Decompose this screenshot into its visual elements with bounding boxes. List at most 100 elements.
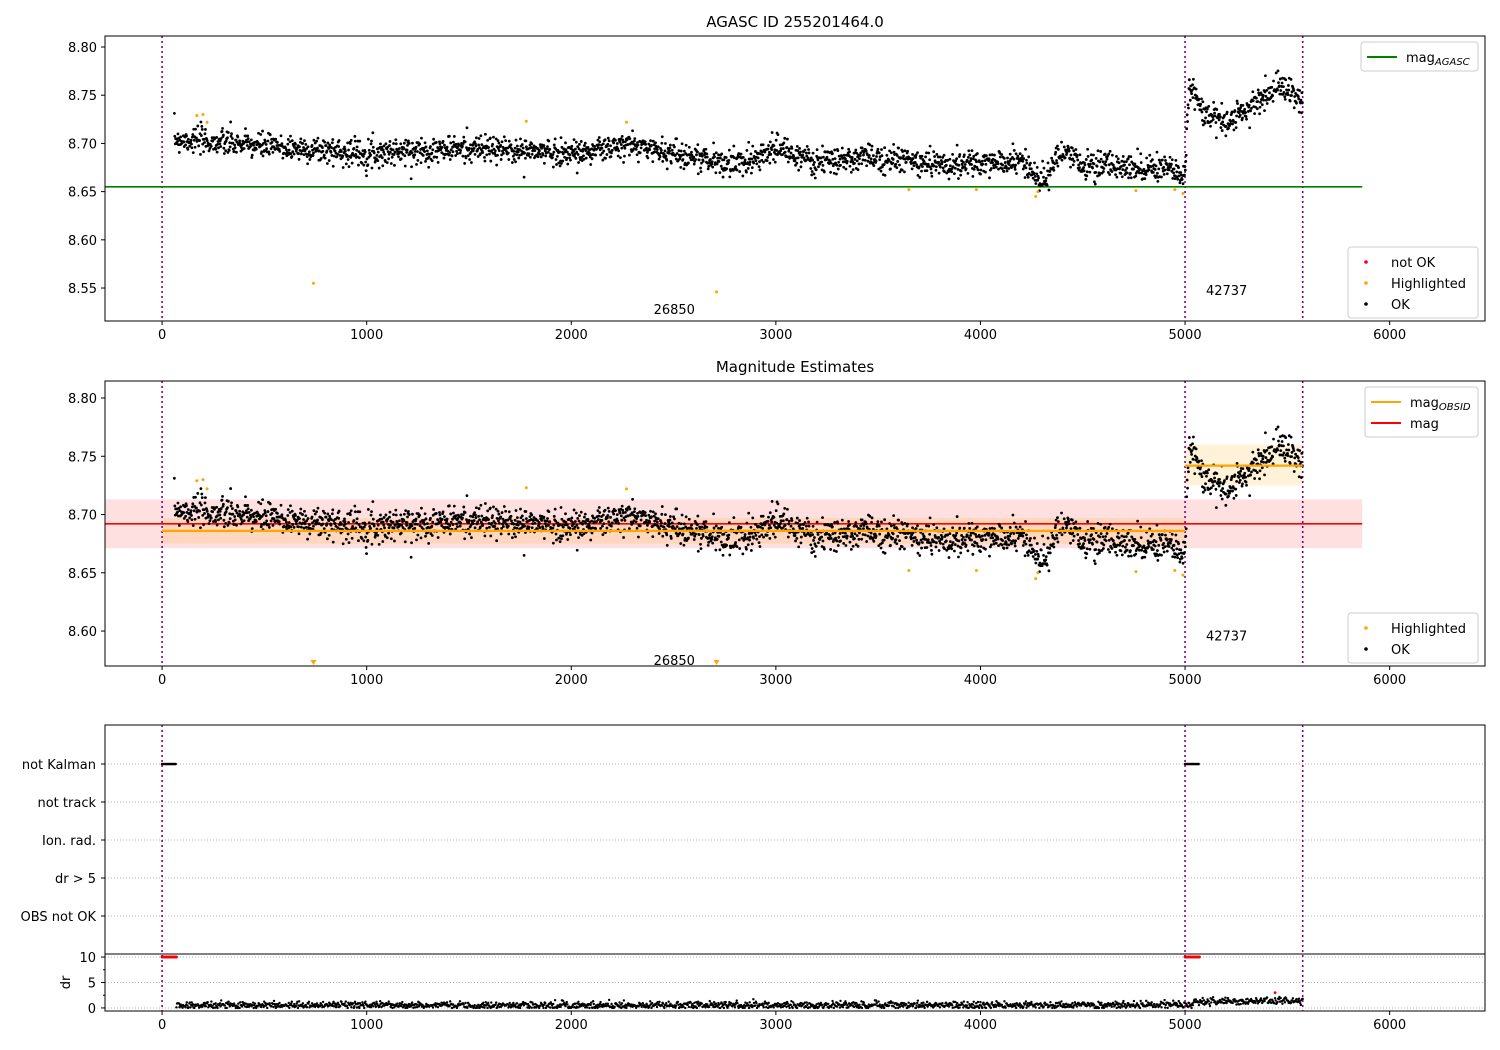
ok-point: [438, 142, 442, 146]
ok-point: [513, 518, 517, 522]
ok-point: [932, 164, 936, 168]
ok-point: [333, 149, 337, 153]
ok-point: [1293, 95, 1297, 98]
ok-point: [555, 163, 558, 166]
ok-point: [663, 522, 667, 525]
ok-point: [1285, 88, 1288, 92]
ok-point: [882, 163, 886, 166]
ok-point: [429, 516, 432, 520]
ok-point: [459, 149, 463, 152]
ok-point: [229, 134, 233, 138]
ok-point: [1255, 96, 1258, 100]
ok-point: [870, 144, 874, 148]
ok-point: [574, 520, 577, 523]
ok-point: [787, 519, 791, 523]
ok-point: [956, 168, 960, 171]
ok-point: [896, 160, 900, 163]
ok-point: [454, 142, 458, 146]
ok-point: [423, 150, 427, 153]
ok-point: [855, 534, 859, 538]
ok-point: [1129, 176, 1133, 180]
ok-point: [548, 147, 552, 151]
ok-point: [833, 521, 837, 524]
ok-point: [1108, 149, 1112, 153]
ok-point: [242, 147, 246, 150]
ok-point: [1144, 550, 1148, 554]
ok-point: [799, 150, 802, 154]
ok-point: [845, 536, 849, 540]
ok-point: [887, 533, 891, 537]
ok-point: [1171, 555, 1175, 559]
ok-point: [869, 531, 873, 535]
ok-point: [366, 538, 370, 542]
ok-point: [259, 133, 263, 136]
ok-point: [419, 161, 423, 165]
ok-point: [946, 158, 950, 162]
ok-point: [938, 155, 942, 159]
ok-point: [1265, 102, 1269, 105]
legend-point-swatch: [1364, 302, 1368, 306]
ok-point: [500, 527, 503, 530]
ok-point: [899, 156, 903, 160]
ok-point: [591, 153, 595, 156]
ok-point: [1107, 538, 1111, 542]
ok-point: [739, 152, 743, 156]
ok-point: [289, 525, 293, 529]
ok-point: [569, 533, 572, 537]
ok-point: [348, 513, 352, 517]
ok-point: [576, 526, 580, 530]
ok-point: [684, 143, 688, 147]
ok-point: [704, 147, 708, 151]
ok-point: [1084, 556, 1088, 560]
ok-point: [398, 147, 401, 150]
ok-point: [960, 534, 964, 537]
ok-point: [925, 151, 928, 155]
ok-point: [803, 148, 807, 152]
ok-point: [321, 509, 325, 513]
ok-point: [745, 170, 748, 174]
ok-point: [1190, 453, 1194, 456]
ok-point: [260, 523, 264, 527]
ok-point: [316, 136, 320, 140]
ok-point: [696, 143, 700, 147]
ok-point: [775, 521, 779, 525]
ok-point: [814, 544, 818, 548]
ok-point: [770, 520, 774, 524]
ok-point: [1016, 161, 1020, 165]
ok-point: [609, 155, 613, 158]
ok-point: [278, 149, 282, 153]
ok-point: [399, 157, 403, 161]
ok-point: [847, 147, 851, 151]
ok-point: [1183, 540, 1187, 544]
ok-point: [552, 143, 556, 147]
ok-point: [895, 542, 899, 546]
ok-point: [544, 154, 548, 158]
ok-point: [1003, 161, 1007, 164]
ok-point: [1165, 549, 1169, 553]
ok-point: [1088, 541, 1091, 544]
ok-point: [1200, 459, 1203, 463]
ok-point: [1024, 520, 1027, 523]
ok-point: [1262, 98, 1266, 102]
ok-point: [1056, 520, 1060, 524]
ok-point: [911, 526, 914, 530]
ok-point: [1089, 153, 1093, 157]
ok-point: [1029, 536, 1032, 540]
ok-point: [316, 518, 319, 522]
ok-point: [1215, 108, 1219, 111]
ok-point: [1045, 563, 1049, 567]
ok-point: [762, 535, 765, 539]
ok-point: [246, 134, 250, 138]
ok-point: [857, 162, 861, 166]
ok-point: [813, 176, 817, 180]
ok-point: [622, 160, 625, 164]
ok-point: [906, 149, 909, 153]
ok-point: [324, 144, 328, 147]
ok-point: [490, 149, 494, 153]
ok-point: [189, 511, 192, 515]
highlighted-point: [1036, 190, 1040, 194]
ok-point: [372, 524, 376, 528]
ok-point: [250, 527, 254, 531]
ok-point: [500, 140, 504, 144]
ok-point: [454, 514, 458, 518]
